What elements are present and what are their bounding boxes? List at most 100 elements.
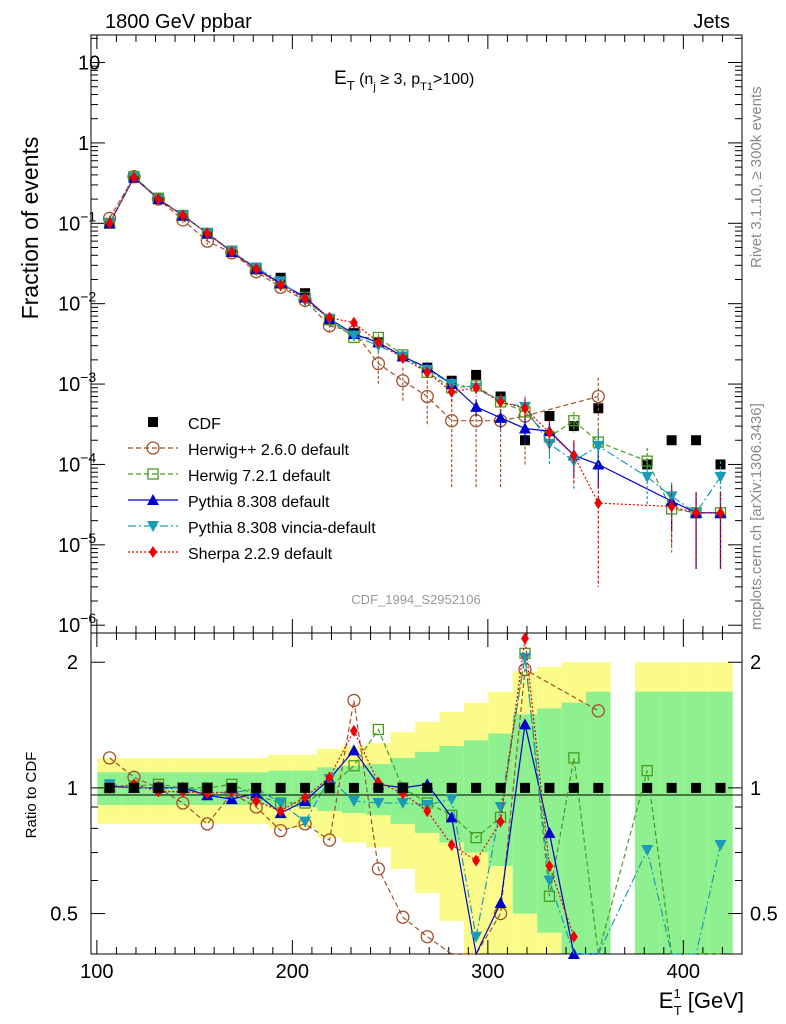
ratio-point (472, 854, 481, 867)
ratio-point (593, 782, 604, 793)
y-tick-label: 10−6 (58, 610, 96, 637)
ratio-point (276, 805, 285, 818)
band-inner (708, 691, 733, 954)
ratio-point (252, 795, 261, 808)
ratio-plot-frame (90, 632, 743, 955)
data-point (447, 385, 456, 398)
ratio-point (347, 693, 361, 708)
ratio-point (251, 782, 262, 793)
data-point (420, 389, 434, 404)
ratio-point (274, 798, 287, 810)
xlabel-sub: T (674, 1003, 682, 1018)
data-point (445, 414, 459, 428)
ratio-point (349, 724, 358, 737)
ratio-point (423, 805, 432, 818)
ratio-y-tick-label-right: 0.5 (750, 904, 778, 926)
band-inner (634, 691, 660, 954)
data-point (714, 471, 727, 483)
band-inner (659, 691, 684, 954)
data-point (398, 352, 407, 365)
ratio-point (470, 931, 483, 943)
y-tick-label: 10−5 (58, 530, 96, 557)
ratio-point (471, 782, 482, 793)
ratio-point (273, 823, 288, 838)
ratio-point (568, 752, 580, 764)
ratio-point (494, 896, 507, 908)
ratio-point (396, 910, 410, 924)
title-main-sub: T (347, 78, 355, 93)
ratio-point (521, 632, 529, 645)
header-right-label: Jets (693, 11, 730, 33)
ratio-point (496, 815, 505, 828)
ratio-point (129, 782, 140, 793)
title-tail: >100) (433, 71, 474, 88)
band-inner (683, 691, 709, 954)
y-axis-label-ratio: Ratio to CDF (23, 752, 40, 839)
legend: CDF Herwig++ 2.6.0 default Herwig 7.2.1 de… (128, 416, 376, 563)
band-inner (537, 708, 562, 933)
ratio-point (470, 831, 482, 844)
data-point (496, 395, 505, 408)
header-left-label: 1800 GeV ppbar (105, 11, 252, 33)
x-tick-label: 400 (667, 961, 700, 983)
data-point (666, 435, 677, 446)
band-inner (561, 702, 587, 954)
y-tick-label: 10−4 (58, 449, 96, 476)
data-point (349, 316, 358, 329)
legend-label: Sherpa 2.2.9 default (188, 546, 333, 563)
data-point (423, 366, 432, 379)
ratio-point (519, 652, 531, 664)
xlabel-unit: [GeV] (682, 988, 744, 1013)
ratio-point (325, 771, 334, 784)
xlabel-main: E (659, 988, 674, 1013)
data-point (227, 245, 236, 258)
axis-ticks: 10 1 10−1 10−2 10−3 10−4 10−5 10−6 2 2 1 1 0.5 0.5 100… (50, 35, 778, 983)
ratio-point (153, 782, 164, 793)
data-point (494, 411, 507, 423)
data-point (519, 422, 531, 434)
legend-marker (147, 468, 159, 480)
ratio-point (396, 798, 409, 810)
ratio-point (347, 796, 360, 808)
ratio-point (714, 839, 727, 851)
ratio-y-tick-label-right: 2 (750, 652, 761, 674)
legend-marker (149, 546, 157, 558)
data-point (154, 193, 163, 206)
main-plot-series (102, 170, 727, 587)
ratio-point (371, 862, 386, 876)
mcplots-label: mcplots.cern.ch [arXiv:1306.3436] (748, 403, 765, 630)
analysis-watermark: CDF_1994_S2952106 (351, 592, 480, 607)
legend-marker (147, 521, 159, 532)
ratio-point (373, 782, 384, 793)
legend-label: Pythia 8.308 default (188, 494, 330, 511)
ratio-point (520, 782, 530, 793)
y-tick-label: 10−3 (58, 369, 96, 396)
ratio-point (372, 723, 385, 736)
data-point (715, 459, 726, 470)
ratio-point (322, 833, 337, 847)
data-point (252, 263, 261, 276)
ratio-point (397, 782, 408, 793)
y-tick-label: 10−2 (58, 289, 96, 316)
data-point (470, 400, 483, 412)
ratio-y-tick-label: 2 (67, 652, 78, 674)
data-point (203, 227, 212, 240)
legend-label: Herwig 7.2.1 default (188, 468, 331, 485)
x-tick-label: 300 (471, 961, 504, 983)
y-tick-label: 10 (78, 53, 100, 75)
legend-marker (148, 417, 158, 427)
data-point (692, 506, 701, 519)
data-point (591, 389, 605, 404)
ratio-uncertainty-bands (97, 662, 733, 954)
ratio-point (202, 782, 213, 793)
data-point (543, 438, 556, 450)
title-main: E (334, 68, 347, 89)
title-pt-sub: T1 (420, 81, 433, 93)
ratio-point (568, 782, 579, 793)
legend-item: Sherpa 2.2.9 default (128, 546, 333, 563)
data-point (178, 209, 187, 222)
ratio-point (715, 782, 726, 793)
title-mid: ≥ 3, p (376, 71, 420, 88)
ratio-point (543, 875, 556, 887)
